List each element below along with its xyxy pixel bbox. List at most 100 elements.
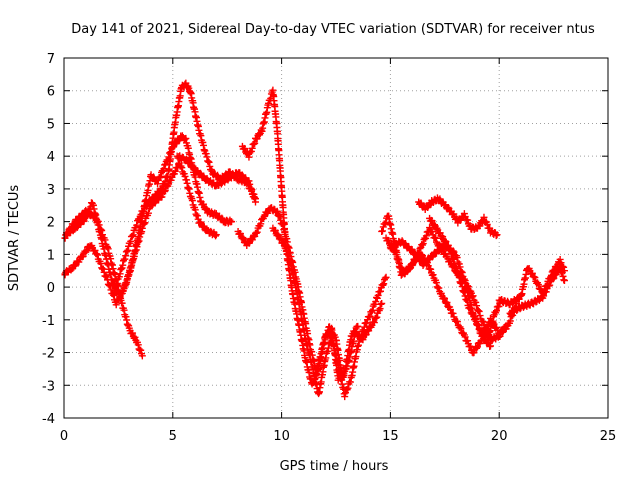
data-point	[191, 206, 199, 214]
data-point	[463, 297, 471, 305]
data-point	[441, 237, 449, 245]
data-point	[428, 217, 436, 225]
data-point	[420, 236, 428, 244]
data-point	[236, 230, 244, 238]
data-point	[382, 273, 390, 281]
data-point	[446, 306, 454, 314]
data-point	[177, 162, 185, 170]
data-point	[466, 304, 474, 312]
data-point	[546, 281, 554, 289]
data-point	[457, 279, 465, 287]
data-point	[247, 185, 255, 193]
data-point	[279, 221, 287, 229]
data-point	[368, 306, 376, 314]
data-point	[158, 186, 166, 194]
data-point	[418, 241, 426, 249]
data-point	[403, 267, 411, 275]
data-point	[492, 307, 500, 315]
data-point	[545, 282, 553, 290]
data-point	[461, 292, 469, 300]
data-point	[416, 245, 424, 253]
data-point	[502, 322, 510, 330]
data-point	[171, 167, 179, 175]
data-point	[344, 384, 352, 392]
data-point	[124, 246, 132, 254]
data-point	[83, 212, 91, 220]
data-point	[253, 135, 261, 143]
data-point	[385, 237, 393, 245]
y-tick-label: 6	[47, 85, 55, 100]
trace-5	[173, 152, 259, 206]
data-point	[137, 346, 145, 354]
data-point	[154, 180, 162, 188]
data-point	[117, 294, 125, 302]
data-point	[273, 207, 281, 215]
data-point	[464, 216, 472, 224]
data-point	[432, 234, 440, 242]
data-point	[557, 259, 565, 267]
data-point	[251, 198, 259, 206]
data-point	[435, 284, 443, 292]
data-point	[495, 303, 503, 311]
data-point	[204, 158, 212, 166]
data-point	[203, 153, 211, 161]
data-point	[128, 232, 136, 240]
data-point	[321, 336, 329, 344]
data-point	[93, 251, 101, 259]
data-point	[379, 227, 387, 235]
data-point	[344, 358, 352, 366]
data-point	[442, 238, 450, 246]
y-tick-label: -4	[42, 412, 55, 427]
x-axis-label: GPS time / hours	[280, 459, 389, 474]
data-point	[528, 269, 536, 277]
data-point	[366, 312, 374, 320]
data-point	[378, 299, 386, 307]
data-point	[377, 287, 385, 295]
data-point	[415, 248, 423, 256]
trace-12	[415, 194, 501, 240]
data-point	[207, 166, 215, 174]
data-point	[138, 352, 146, 360]
x-tick-label: 10	[273, 429, 290, 444]
data-point	[102, 272, 110, 280]
data-point	[376, 305, 384, 313]
data-point	[181, 172, 189, 180]
data-point	[531, 274, 539, 282]
x-tick-label: 5	[169, 429, 177, 444]
data-point	[373, 313, 381, 321]
data-points	[61, 79, 568, 401]
data-point	[365, 313, 373, 321]
data-point	[87, 242, 95, 250]
data-point	[444, 203, 452, 211]
data-point	[461, 333, 469, 341]
x-tick-label: 20	[491, 429, 508, 444]
data-point	[461, 213, 469, 221]
data-point	[129, 231, 137, 239]
data-point	[206, 162, 214, 170]
data-point	[473, 344, 481, 352]
data-point	[354, 322, 362, 330]
data-point	[135, 345, 143, 353]
data-point	[251, 195, 259, 203]
data-point	[124, 275, 132, 283]
data-point	[372, 298, 380, 306]
data-point	[360, 323, 368, 331]
data-point	[366, 322, 374, 330]
data-point	[556, 263, 564, 271]
x-tick-label: 25	[600, 429, 617, 444]
data-point	[112, 301, 120, 309]
data-point	[476, 312, 484, 320]
data-point	[123, 278, 131, 286]
data-point	[205, 158, 213, 166]
data-point	[560, 277, 568, 285]
x-tick-label: 0	[60, 429, 68, 444]
data-point	[193, 212, 201, 220]
data-point	[447, 250, 455, 258]
data-point	[93, 250, 101, 258]
data-point	[167, 176, 175, 184]
data-point	[122, 252, 130, 260]
data-point	[433, 283, 441, 291]
data-point	[480, 213, 488, 221]
